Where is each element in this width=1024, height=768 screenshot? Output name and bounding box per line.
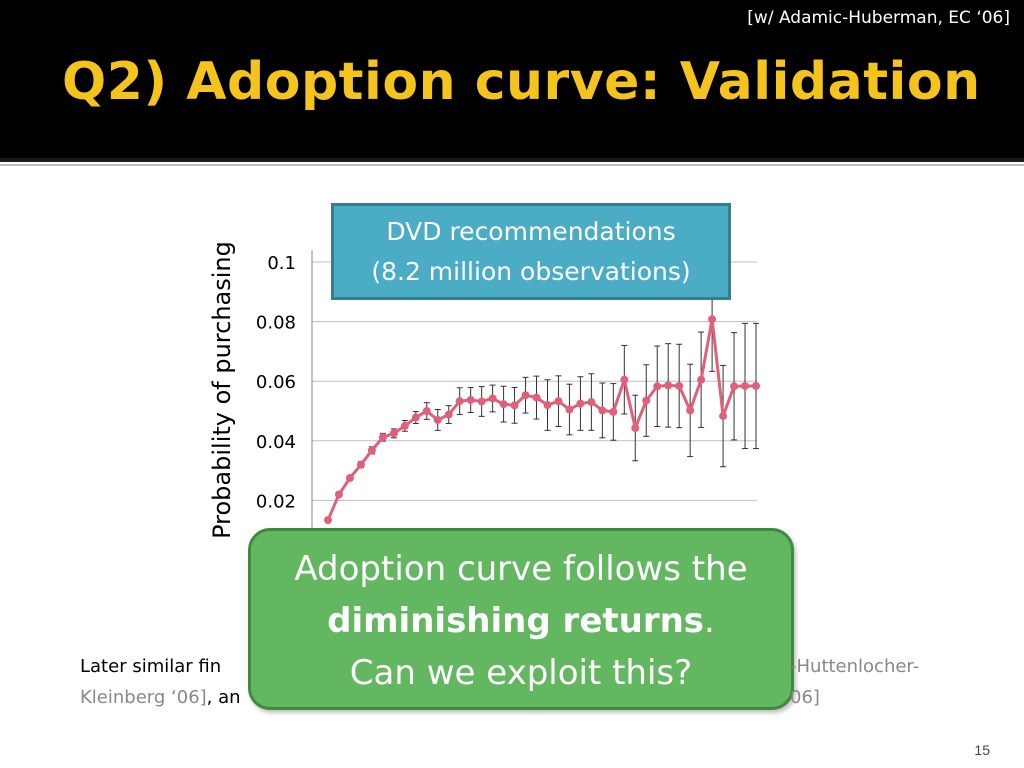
data-point (532, 393, 541, 402)
data-point (598, 406, 607, 415)
data-point (664, 381, 673, 390)
citation: [w/ Adamic-Huberman, EC ‘06] (747, 8, 1010, 28)
dataset-callout-line1: DVD recommendations (386, 217, 676, 246)
data-point (653, 382, 662, 391)
footnote-fragment-left-2: Kleinberg ‘06], an (80, 687, 241, 708)
data-point (642, 396, 651, 405)
data-point (719, 412, 728, 421)
y-tick-label: 0.04 (256, 432, 296, 453)
data-point (554, 397, 563, 406)
data-point (466, 395, 475, 404)
data-point (455, 397, 464, 406)
conclusion-line3: Can we exploit this? (349, 653, 693, 693)
data-point (609, 407, 618, 416)
conclusion-emphasis: diminishing returns (327, 601, 705, 641)
y-tick-label: 0.08 (256, 313, 296, 334)
data-point (488, 394, 497, 403)
data-point (620, 375, 629, 384)
data-point (367, 446, 376, 455)
header-divider-light (0, 164, 1024, 166)
data-point (741, 381, 750, 390)
slide-header (0, 0, 1024, 158)
slide-title: Q2) Adoption curve: Validation (62, 52, 981, 112)
footnote-citation-kleinberg: Kleinberg ‘06] (80, 687, 207, 708)
dataset-callout: DVD recommendations (8.2 million observa… (331, 203, 731, 300)
data-point (433, 415, 442, 424)
data-point (686, 406, 695, 415)
data-point (356, 460, 365, 469)
conclusion-period: . (704, 601, 715, 641)
data-point (444, 410, 453, 419)
footnote-connector: , an (206, 687, 241, 708)
data-point (697, 375, 706, 384)
series-line (326, 318, 756, 521)
footnote-fragment-right-1: -Huttenlocher- (790, 656, 920, 677)
data-point (521, 391, 530, 400)
data-point (389, 429, 398, 438)
data-point (565, 405, 574, 414)
dataset-callout-line2: (8.2 million observations) (371, 257, 691, 286)
data-point (576, 399, 585, 408)
data-point (345, 474, 354, 483)
footnote-fragment-left-1: Later similar fin (80, 656, 222, 677)
page-number: 15 (974, 742, 990, 758)
data-point (510, 401, 519, 410)
data-point (675, 381, 684, 390)
data-point (334, 490, 343, 499)
data-point (324, 516, 332, 525)
conclusion-line1: Adoption curve follows the (294, 549, 748, 589)
data-point (411, 413, 420, 422)
conclusion-line2: diminishing returns. (251, 595, 791, 647)
data-point (477, 397, 486, 406)
y-axis-label: Probability of purchasing (208, 241, 236, 539)
data-point (422, 407, 431, 415)
y-tick-label: 0.1 (267, 253, 296, 274)
y-tick-label: 0.02 (256, 491, 296, 512)
footnote-fragment-right-2: 06] (790, 687, 820, 708)
data-point (752, 381, 760, 390)
conclusion-callout: Adoption curve follows the diminishing r… (248, 528, 794, 710)
header-divider (0, 158, 1024, 162)
data-point (499, 400, 508, 409)
data-point (400, 421, 409, 430)
y-tick-label: 0.06 (256, 372, 296, 393)
data-point (730, 382, 739, 391)
data-point (378, 433, 387, 442)
data-point (543, 401, 552, 410)
data-point (708, 315, 717, 324)
data-point (631, 423, 640, 432)
data-point (587, 398, 596, 407)
